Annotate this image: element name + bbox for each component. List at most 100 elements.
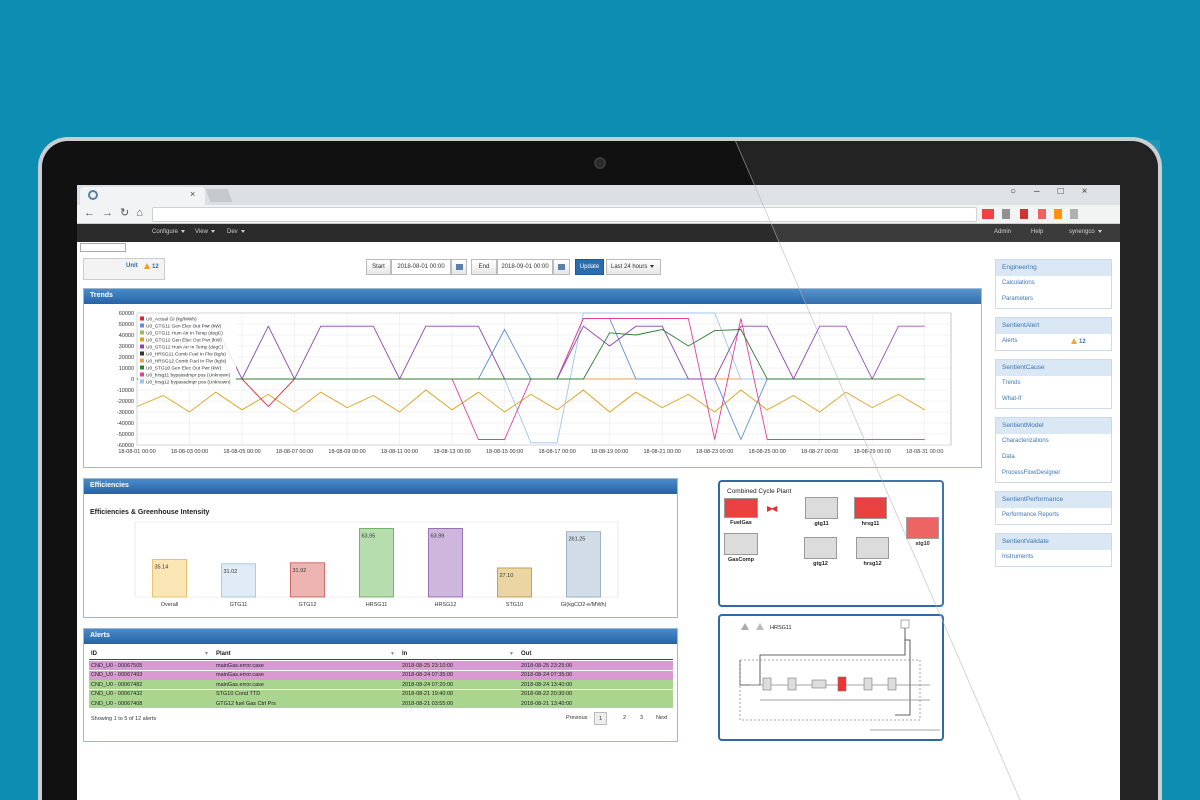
plant-unit-label: stg10 — [915, 541, 930, 547]
sort-icon: ▼ — [509, 651, 514, 657]
plant-unit[interactable] — [906, 517, 939, 539]
sidebar-header: SentientCause — [996, 360, 1111, 376]
plant-unit[interactable] — [856, 537, 889, 559]
nav-menu[interactable]: Configure — [152, 229, 185, 235]
alert-row[interactable]: CND_U0 - 00067493 mainGas.error.case 2018-… — [89, 670, 673, 680]
alert-cell: GTG12 fuel Gas Ctrl Prs — [216, 700, 276, 707]
sidebar-link[interactable]: Parameters — [1002, 296, 1034, 302]
sidebar-header: SentientAlert — [996, 318, 1111, 334]
extensions[interactable] — [982, 209, 1082, 219]
process-title: HRSG11 — [770, 625, 792, 631]
panel-header: Trends — [84, 289, 981, 304]
window-controls[interactable]: ○–□× — [1010, 186, 1106, 197]
alert-cell: mainGas.error.case — [216, 662, 264, 669]
url-input[interactable] — [152, 207, 977, 222]
sidebar-header: SentientPerformance — [996, 492, 1111, 508]
range-select[interactable]: Last 24 hours — [606, 259, 661, 275]
plant-unit-label: hrsg11 — [861, 521, 880, 527]
calendar[interactable] — [451, 259, 467, 275]
plant-unit-label: gtg11 — [814, 521, 829, 527]
pager-item[interactable]: 2 — [623, 715, 627, 721]
pager-item[interactable]: 3 — [640, 715, 644, 721]
alert-cell: CND_U0 - 00067482 — [91, 681, 143, 688]
alert-cell: 2018-08-22 20:30:00 — [521, 691, 573, 697]
plant-title: Combined Cycle Plant — [727, 488, 792, 495]
panel-header: Efficiencies — [84, 479, 677, 494]
end-input[interactable]: 2018-09-01 00:00 — [497, 259, 553, 275]
unit-label: Unit — [126, 263, 138, 269]
start-label: Start — [366, 259, 391, 275]
nav-menu[interactable]: View — [195, 229, 215, 235]
plant-unit-label: hrsg12 — [863, 561, 882, 567]
alerts-panel: Alerts ID ▼ Plant ▼ In ▼ Out CND_U0 - 00067505 ma… — [83, 628, 678, 742]
alert-cell: 2018-08-21 19:40:00 — [402, 691, 454, 697]
column-header[interactable]: Out — [521, 651, 532, 657]
nav-buttons[interactable]: ←→↻⌂ — [84, 207, 150, 219]
sidebar-link[interactable]: Instruments — [1002, 554, 1034, 560]
plant-unit[interactable] — [805, 497, 838, 519]
context-select[interactable] — [80, 243, 126, 252]
sidebar-link[interactable]: Alerts — [1002, 338, 1018, 344]
plant-panel: Combined Cycle Plant FuelGas gtg11 hrsg11 st… — [718, 480, 944, 607]
alert-cell: 2018-08-21 03:55:00 — [402, 700, 454, 707]
alert-cell: 2018-08-24 07:35:00 — [402, 672, 454, 678]
plant-unit[interactable] — [854, 497, 887, 519]
calendar[interactable] — [553, 259, 570, 275]
sidebar-group: SentientAlert Alerts 12 — [995, 317, 1112, 351]
update-button[interactable]: Update — [575, 259, 604, 275]
tab-icon — [88, 190, 98, 200]
column-header[interactable]: In — [402, 651, 408, 657]
user-menu[interactable]: Help — [1031, 229, 1044, 235]
alert-row[interactable]: CND_U0 - 00067505 mainGas.error.case 2018-… — [89, 661, 673, 670]
sidebar-group: SentientModel Characterizations Data Proces… — [995, 417, 1112, 483]
panel-header: Alerts — [84, 629, 677, 644]
alert-cell: CND_U0 - 00067505 — [91, 662, 143, 669]
sidebar-link[interactable]: Calculations — [1002, 280, 1035, 286]
sidebar-link[interactable]: ProcessFlowDesigner — [1002, 470, 1061, 476]
user-menu[interactable]: Admin — [994, 229, 1012, 235]
sidebar-link[interactable]: What-If — [1002, 396, 1022, 402]
trends-panel: Trends — [83, 288, 982, 468]
tab-bar — [77, 185, 1120, 205]
alert-cell: CND_U0 - 00067408 — [91, 700, 143, 707]
alert-cell: 2018-08-25 23:10:00 — [402, 662, 454, 669]
nav-menu[interactable]: Dev — [227, 229, 245, 235]
alert-cell: 2018-08-24 07:35:00 — [521, 672, 573, 678]
alert-cell: mainGas.error.case — [216, 681, 264, 688]
sort-icon: ▼ — [204, 651, 209, 657]
sort-icon: ▼ — [390, 651, 395, 657]
sidebar-link[interactable]: Data — [1002, 454, 1015, 460]
valve: ▶◀ — [767, 504, 777, 513]
unit-alerts: 12 — [144, 263, 159, 270]
start-input[interactable]: 2018-08-01 00:00 — [391, 259, 451, 275]
alert-row[interactable]: CND_U0 - 00067432 STG10 Cond TTD 2018-08-2… — [89, 689, 673, 699]
alert-cell: 2018-08-24 13:40:00 — [521, 681, 573, 688]
plant-unit[interactable] — [724, 498, 758, 518]
header-rule — [89, 659, 673, 660]
sidebar-link[interactable]: Trends — [1002, 380, 1021, 386]
sidebar-group: SentientPerformance Performance Reports — [995, 491, 1112, 525]
new-tab[interactable] — [205, 189, 233, 202]
tab-close[interactable]: × — [190, 189, 196, 199]
plant-unit[interactable] — [724, 533, 758, 555]
alert-cell: CND_U0 - 00067432 — [91, 691, 143, 697]
sidebar-header: Engineering — [996, 260, 1111, 276]
alert-row[interactable]: CND_U0 - 00067482 mainGas.error.case 2018-… — [89, 680, 673, 689]
plant-unit[interactable] — [804, 537, 837, 559]
browser-tab[interactable] — [80, 187, 205, 205]
sidebar-badge: 12 — [1071, 338, 1086, 345]
column-header[interactable]: Plant — [216, 651, 231, 657]
alert-cell: mainGas.error.case — [216, 672, 264, 678]
sidebar-link[interactable]: Characterizations — [1002, 438, 1049, 444]
sidebar-group: SentientValidate Instruments — [995, 533, 1112, 567]
pager-item[interactable]: Next — [656, 715, 668, 721]
plant-unit-label: FuelGas — [730, 520, 752, 526]
column-header[interactable]: ID — [91, 651, 97, 657]
user-menu[interactable]: synengco — [1069, 229, 1102, 235]
sidebar-group: SentientCause Trends What-If — [995, 359, 1112, 409]
pager-item[interactable]: 1 — [594, 712, 608, 725]
sidebar-link[interactable]: Performance Reports — [1002, 512, 1060, 518]
alert-row[interactable]: CND_U0 - 00067408 GTG12 fuel Gas Ctrl Prs… — [89, 699, 673, 708]
process-panel: HRSG11 — [718, 614, 944, 741]
pager-item[interactable]: Previous — [566, 715, 588, 721]
